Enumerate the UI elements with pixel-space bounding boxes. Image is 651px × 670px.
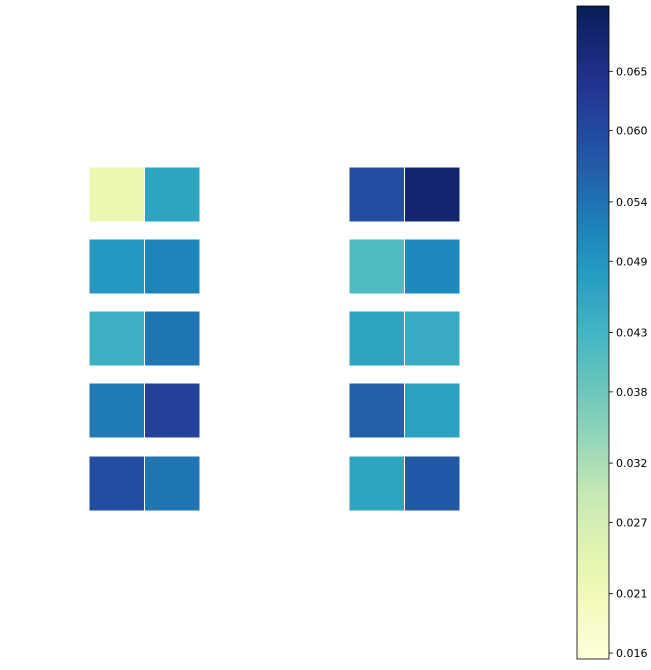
heatmap-cell — [404, 310, 461, 367]
colorbar-tick-label: 0.054 — [616, 196, 648, 209]
heatmap-cell — [88, 382, 145, 439]
colorbar-tick-label: 0.027 — [616, 516, 648, 529]
heatmap-cell — [348, 166, 405, 223]
heatmap-cell — [144, 238, 201, 295]
heatmap-cell — [404, 382, 461, 439]
heatmap-cell — [144, 382, 201, 439]
heatmap-cell — [144, 166, 201, 223]
colorbar-tick-label: 0.065 — [616, 65, 648, 78]
colorbar: 0.016 0.021 0.027 0.032 0.038 0.043 0.049 0.054… — [576, 5, 648, 660]
colorbar-tick-label: 0.032 — [616, 457, 648, 470]
heatmap-cell — [88, 238, 145, 295]
heatmap-cell — [404, 455, 461, 512]
colorbar-tick-label: 0.049 — [616, 255, 648, 268]
heatmap-cell — [348, 238, 405, 295]
heatmap-cell — [88, 455, 145, 512]
heatmap-panel-1 — [88, 166, 201, 512]
heatmap-cell — [144, 455, 201, 512]
heatmap-panels — [88, 166, 461, 512]
heatmap-cell — [348, 382, 405, 439]
heatmap-cell — [348, 310, 405, 367]
colorbar-tick-label: 0.043 — [616, 327, 648, 340]
colorbar-tick-label: 0.060 — [616, 125, 648, 138]
heatmap-cell — [88, 166, 145, 223]
heatmap-cell — [348, 455, 405, 512]
heatmap-cell — [144, 310, 201, 367]
heatmap-cell — [404, 166, 461, 223]
heatmap-cell — [404, 238, 461, 295]
heatmap-panel-2 — [348, 166, 461, 512]
colorbar-tick-label: 0.038 — [616, 386, 648, 399]
colorbar-gradient — [576, 5, 610, 660]
heatmap-cell — [88, 310, 145, 367]
colorbar-tick-label: 0.016 — [616, 647, 648, 660]
colorbar-tick-label: 0.021 — [616, 588, 648, 601]
